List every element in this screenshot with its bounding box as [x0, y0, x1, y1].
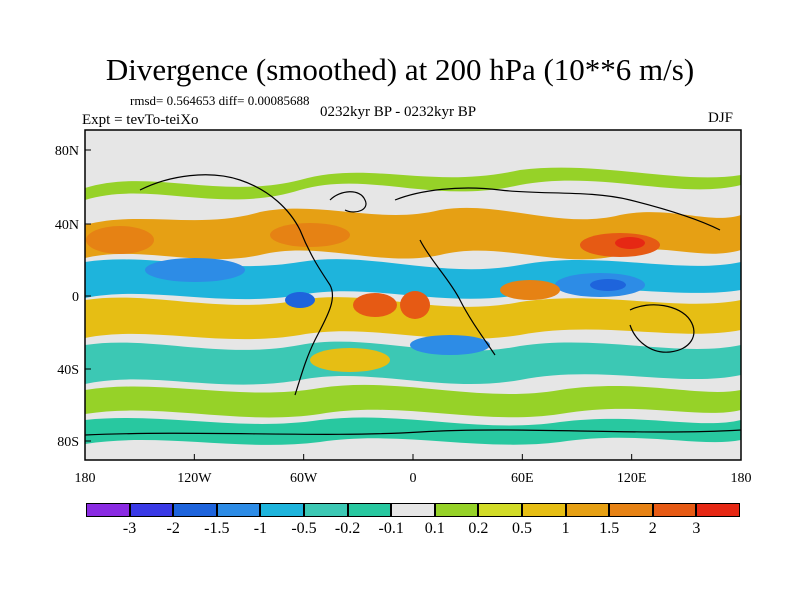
field-blob: [310, 348, 390, 372]
colorbar-label: 0.1: [424, 520, 445, 537]
lat-label: 40S: [57, 363, 79, 378]
experiment-line: Expt = tevTo-teiXo: [82, 112, 199, 128]
colorbar-label: -2: [166, 520, 180, 537]
field-blob: [590, 279, 626, 291]
colorbar-box: [478, 503, 522, 517]
lon-label: 60E: [511, 471, 534, 486]
lon-label: 120W: [177, 471, 212, 486]
map-field: [85, 130, 741, 460]
colorbar-label: -0.2: [334, 520, 361, 537]
colorbar-box: [260, 503, 304, 517]
colorbar-box: [521, 503, 566, 517]
colorbar: [86, 503, 740, 517]
field-blob: [353, 293, 397, 317]
lon-label: 180: [731, 471, 752, 486]
colorbar-box: [565, 503, 610, 517]
lat-label: 40N: [55, 218, 79, 233]
coastlines: [85, 174, 741, 436]
field-blob: [410, 335, 490, 355]
field-blob: [615, 237, 645, 249]
lon-label: 120E: [617, 471, 647, 486]
field-band: [85, 417, 741, 445]
colorbar-label: -0.5: [291, 520, 317, 537]
colorbar-label: 0.5: [512, 520, 532, 537]
field-blob: [500, 280, 560, 300]
colorbar-box: [434, 503, 479, 517]
stats-line: rmsd= 0.564653 diff= 0.00085688: [130, 93, 310, 108]
colorbar-box: [173, 503, 217, 517]
colorbar-box: [347, 503, 392, 517]
field-band: [85, 167, 741, 200]
colorbar-label: 1.5: [599, 520, 620, 537]
lat-label: 80S: [57, 435, 79, 450]
colorbar-box: [129, 503, 174, 517]
lon-label: 180: [75, 471, 96, 486]
colorbar-label: 2: [648, 520, 657, 537]
season-label: DJF: [708, 110, 734, 126]
colorbar-box: [609, 503, 653, 517]
lat-label: 0: [72, 290, 79, 305]
field-band: [85, 207, 741, 260]
colorbar-box: [652, 503, 697, 517]
colorbar-label: -3: [122, 520, 137, 537]
field-blob: [285, 292, 315, 308]
period-line: 0232kyr BP - 0232kyr BP: [320, 104, 477, 120]
chart-title: Divergence (smoothed) at 200 hPa (10**6 …: [105, 52, 695, 87]
colorbar-box: [216, 503, 261, 517]
colorbar-box: [86, 503, 130, 517]
axis-ticks: 80N 40N 0 40S 80S 180 120W 60W 0 60E 120E 180: [55, 144, 752, 486]
colorbar-label: -0.1: [378, 520, 404, 537]
field-blob: [400, 291, 430, 319]
field-blob: [270, 223, 350, 247]
colorbar-box: [391, 503, 435, 517]
field-blob: [86, 226, 154, 254]
colorbar-label: 1: [561, 520, 570, 537]
lon-label: 0: [410, 471, 417, 486]
lat-label: 80N: [55, 144, 79, 159]
field-band: [85, 341, 741, 385]
field-band: [85, 384, 741, 418]
colorbar-label: -1: [253, 520, 268, 537]
colorbar-label: 0.2: [468, 520, 489, 537]
field-blob: [145, 258, 245, 282]
colorbar-box: [303, 503, 348, 517]
colorbar-label: -1.5: [204, 520, 230, 537]
lon-label: 60W: [290, 471, 318, 486]
colorbar-label: 3: [692, 520, 701, 537]
colorbar-box: [696, 503, 740, 517]
